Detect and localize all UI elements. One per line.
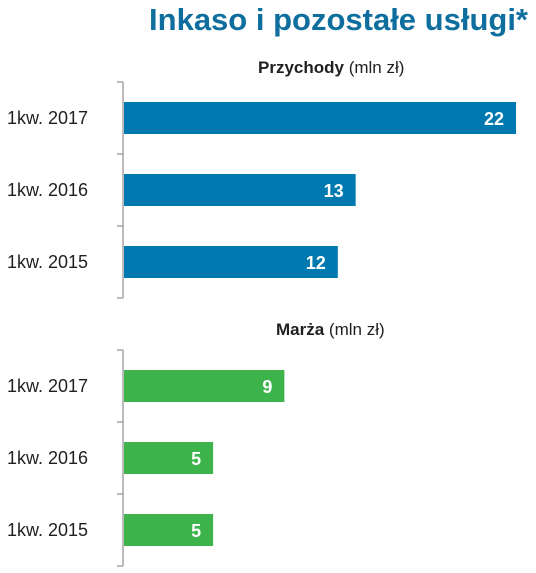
margin-data-label: 9 bbox=[262, 377, 272, 397]
margin-category-label: 1kw. 2016 bbox=[7, 448, 88, 468]
revenue-category-label: 1kw. 2015 bbox=[7, 252, 88, 272]
margin-category-label: 1kw. 2017 bbox=[7, 376, 88, 396]
margin-bar bbox=[124, 514, 214, 546]
revenue-category-label: 1kw. 2016 bbox=[7, 180, 88, 200]
revenue-data-label: 22 bbox=[484, 109, 504, 129]
margin-bar bbox=[124, 370, 285, 402]
margin-chart-title: Marża (mln zł) bbox=[276, 320, 385, 340]
revenue-title-unit: (mln zł) bbox=[343, 58, 405, 77]
margin-title-unit: (mln zł) bbox=[324, 320, 385, 339]
margin-data-label: 5 bbox=[191, 449, 201, 469]
revenue-data-label: 13 bbox=[324, 181, 344, 201]
revenue-bar bbox=[124, 246, 338, 278]
revenue-bar bbox=[124, 174, 356, 206]
revenue-chart-title: Przychody (mln zł) bbox=[258, 58, 404, 78]
revenue-bar bbox=[124, 102, 516, 134]
margin-category-label: 1kw. 2015 bbox=[7, 520, 88, 540]
margin-bar bbox=[124, 442, 214, 474]
margin-data-label: 5 bbox=[191, 521, 201, 541]
revenue-title-bold: Przychody bbox=[258, 58, 344, 77]
revenue-data-label: 12 bbox=[306, 253, 326, 273]
margin-title-bold: Marża bbox=[276, 320, 325, 339]
page-title: Inkaso i pozostałe usługi* bbox=[149, 2, 528, 37]
revenue-category-label: 1kw. 2017 bbox=[7, 108, 88, 128]
